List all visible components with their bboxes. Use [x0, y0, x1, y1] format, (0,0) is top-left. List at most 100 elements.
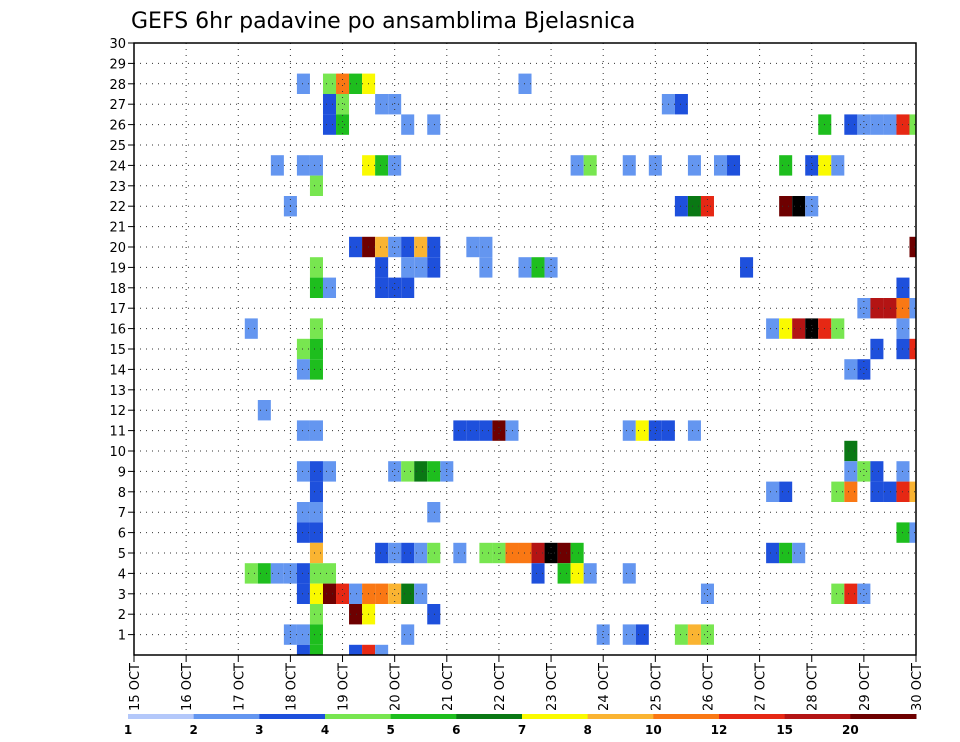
heatmap-cell: [375, 257, 389, 278]
heatmap-cell: [687, 420, 701, 441]
heatmap-cell: [336, 73, 350, 94]
heatmap-cell: [870, 481, 884, 502]
heatmap-cell: [674, 94, 688, 115]
colorbar-swatch: [719, 714, 786, 719]
heatmap-cell: [674, 624, 688, 645]
heatmap-cell: [505, 542, 519, 564]
heatmap-cell: [401, 542, 415, 564]
x-tick-label: 21 OCT: [441, 663, 456, 711]
heatmap-cell: [635, 624, 649, 645]
heatmap-cell: [870, 114, 884, 135]
colorbar-swatch: [784, 714, 851, 719]
x-tick-label: 27 OCT: [754, 663, 769, 711]
heatmap-cell: [648, 420, 662, 441]
x-tick-label: 30 OCT: [910, 663, 925, 711]
y-tick-label: 26: [109, 119, 126, 134]
y-tick-label: 30: [109, 37, 126, 52]
heatmap-cell: [805, 155, 819, 176]
heatmap-cell: [844, 114, 858, 135]
heatmap-cell: [388, 461, 402, 482]
heatmap-cell: [309, 624, 323, 645]
heatmap-cell: [570, 542, 584, 564]
chart-title: GEFS 6hr padavine po ansamblima Bjelasni…: [131, 9, 635, 34]
y-tick-label: 21: [109, 221, 126, 236]
y-tick-label: 27: [109, 98, 126, 113]
x-tick-label: 17 OCT: [232, 663, 247, 711]
heatmap-cell: [870, 461, 884, 482]
y-tick-label: 10: [109, 445, 126, 460]
heatmap-cell: [831, 481, 845, 502]
heatmap-cell: [375, 94, 389, 115]
heatmap-cell: [401, 236, 415, 258]
heatmap-cell: [296, 155, 310, 176]
y-tick-label: 25: [109, 139, 126, 154]
heatmap-cell: [388, 277, 402, 298]
heatmap-cell: [622, 624, 636, 645]
heatmap-cell: [427, 604, 441, 625]
heatmap-cell: [857, 583, 871, 604]
heatmap-cell: [309, 604, 323, 625]
heatmap-cell: [909, 481, 916, 502]
heatmap-cell: [257, 563, 271, 584]
heatmap-cell: [687, 196, 701, 217]
colorbar-swatch: [193, 714, 260, 719]
heatmap-cell: [831, 583, 845, 604]
heatmap-cell: [349, 644, 363, 655]
heatmap-cell: [844, 359, 858, 380]
heatmap-cell: [414, 236, 428, 258]
heatmap-cell: [844, 481, 858, 502]
heatmap-cell: [779, 155, 793, 176]
heatmap-cell: [296, 338, 310, 360]
heatmap-cell: [909, 338, 916, 360]
y-tick-label: 1: [118, 629, 126, 644]
heatmap-cell: [857, 114, 871, 135]
heatmap-cell: [427, 114, 441, 135]
x-tick-label: 23 OCT: [545, 663, 560, 711]
heatmap-cell: [349, 604, 363, 625]
heatmap-cell: [296, 583, 310, 604]
y-tick-label: 17: [109, 302, 126, 317]
x-tick-label: 16 OCT: [180, 663, 195, 711]
colorbar-label: 2: [189, 723, 197, 737]
colorbar-swatch: [587, 714, 654, 719]
heatmap-cell: [322, 73, 337, 94]
heatmap-cell: [388, 155, 402, 176]
y-tick-label: 4: [118, 567, 126, 582]
x-tick-label: 24 OCT: [597, 663, 612, 711]
y-axis-ticks: 1234567891011121314151617181920212223242…: [109, 37, 134, 644]
heatmap-cell: [309, 359, 323, 380]
colorbar-swatch: [128, 714, 195, 719]
heatmap-cell: [909, 298, 916, 319]
heatmap-cell: [596, 624, 610, 645]
heatmap-cell: [700, 583, 714, 604]
heatmap-cell: [792, 542, 806, 564]
y-tick-label: 24: [109, 159, 126, 174]
x-tick-label: 19 OCT: [337, 663, 352, 711]
y-tick-label: 14: [109, 363, 126, 378]
heatmap-cell: [375, 236, 389, 258]
heatmap-cell: [479, 420, 493, 441]
heatmap-cell: [727, 155, 741, 176]
colorbar-label: 8: [583, 723, 591, 737]
heatmap-cell: [427, 502, 441, 523]
heatmap-cell: [687, 155, 701, 176]
y-tick-label: 15: [109, 343, 126, 358]
heatmap-cell: [401, 114, 415, 135]
heatmap-cell: [505, 420, 519, 441]
heatmap-cell: [531, 563, 545, 584]
heatmap-cell: [857, 359, 871, 380]
colorbar-label: 1: [124, 723, 132, 737]
heatmap-cell: [674, 196, 688, 217]
y-tick-label: 3: [118, 588, 126, 603]
colorbar-swatch: [522, 714, 589, 719]
heatmap-cell: [414, 257, 428, 278]
heatmap-cell: [349, 73, 363, 94]
heatmap-cell: [244, 563, 258, 584]
y-tick-label: 16: [109, 323, 126, 338]
colorbar-swatch: [850, 714, 917, 719]
colorbar-label: 4: [321, 723, 329, 737]
heatmap-cell: [479, 542, 493, 564]
heatmap-cell: [388, 583, 402, 604]
heatmap-cell: [779, 196, 793, 217]
heatmap-cell: [309, 522, 323, 543]
